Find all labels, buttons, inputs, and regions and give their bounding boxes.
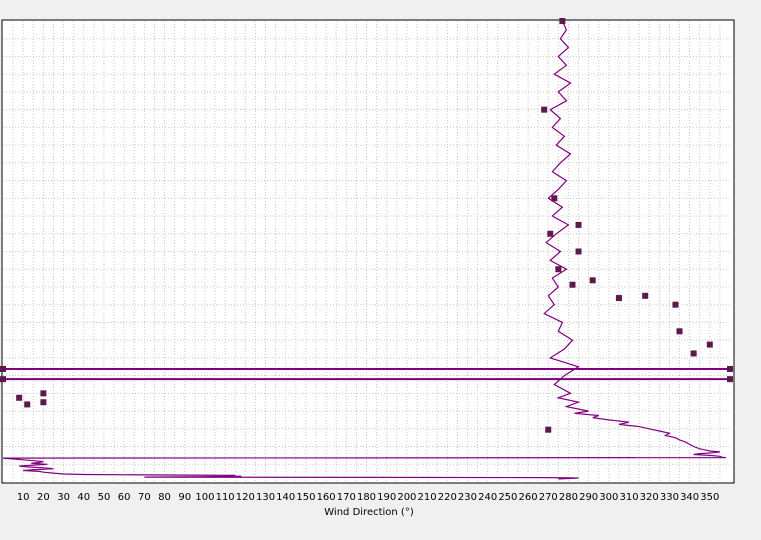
data-marker [676, 328, 683, 335]
data-marker [40, 399, 47, 406]
gridlines [3, 21, 730, 482]
data-marker [551, 195, 558, 202]
x-tick-label: 20 [37, 492, 50, 503]
x-tick-label: 340 [680, 492, 699, 503]
x-tick-label: 260 [519, 492, 538, 503]
x-tick-label: 120 [236, 492, 255, 503]
data-marker [541, 106, 548, 113]
x-tick-label: 100 [195, 492, 214, 503]
x-tick-label: 200 [397, 492, 416, 503]
x-tick-label: 130 [256, 492, 275, 503]
data-marker [589, 277, 596, 284]
x-axis-label: Wind Direction (°) [324, 507, 414, 518]
x-tick-label: 280 [559, 492, 578, 503]
data-marker [575, 248, 582, 255]
data-marker [40, 390, 47, 397]
data-marker [727, 376, 733, 383]
data-marker [24, 401, 31, 408]
x-tick-label: 240 [478, 492, 497, 503]
data-marker [545, 426, 552, 433]
wind-direction-line [2, 20, 727, 480]
x-tick-label: 110 [216, 492, 235, 503]
x-tick-label: 10 [17, 492, 30, 503]
x-tick-label: 310 [619, 492, 638, 503]
x-tick-label: 160 [317, 492, 336, 503]
x-tick-label: 330 [660, 492, 679, 503]
markers-layer [0, 18, 733, 433]
data-marker [547, 230, 554, 237]
x-tick-labels: 10 20 30 40 50 60 70 80 90 100 110 120 130 140 150 160 1… [17, 492, 720, 503]
data-marker [672, 301, 679, 308]
x-tick-label: 210 [418, 492, 437, 503]
x-tick-label: 350 [700, 492, 719, 503]
x-tick-label: 190 [377, 492, 396, 503]
data-marker [569, 281, 576, 288]
x-tick-label: 90 [178, 492, 191, 503]
x-tick-label: 230 [458, 492, 477, 503]
data-marker [559, 18, 566, 24]
x-tick-label: 170 [337, 492, 356, 503]
x-tick-label: 70 [138, 492, 151, 503]
data-marker [706, 341, 713, 348]
x-tick-label: 60 [118, 492, 131, 503]
data-marker [0, 365, 6, 372]
x-tick-label: 80 [158, 492, 171, 503]
x-tick-label: 150 [296, 492, 315, 503]
x-tick-label: 270 [539, 492, 558, 503]
x-tick-label: 220 [438, 492, 457, 503]
series-layer [2, 20, 730, 480]
data-marker [555, 266, 562, 273]
x-tick-label: 290 [579, 492, 598, 503]
x-tick-label: 30 [57, 492, 70, 503]
data-marker [575, 221, 582, 228]
data-marker [0, 376, 6, 383]
x-tick-label: 140 [276, 492, 295, 503]
x-tick-label: 180 [357, 492, 376, 503]
x-tick-label: 40 [77, 492, 90, 503]
data-marker [16, 394, 23, 401]
data-marker [615, 295, 622, 302]
data-marker [727, 365, 733, 372]
x-tick-label: 250 [498, 492, 517, 503]
x-tick-label: 320 [640, 492, 659, 503]
x-tick-label: 300 [599, 492, 618, 503]
x-tick-label: 50 [98, 492, 111, 503]
data-marker [642, 292, 649, 299]
data-marker [690, 350, 697, 357]
